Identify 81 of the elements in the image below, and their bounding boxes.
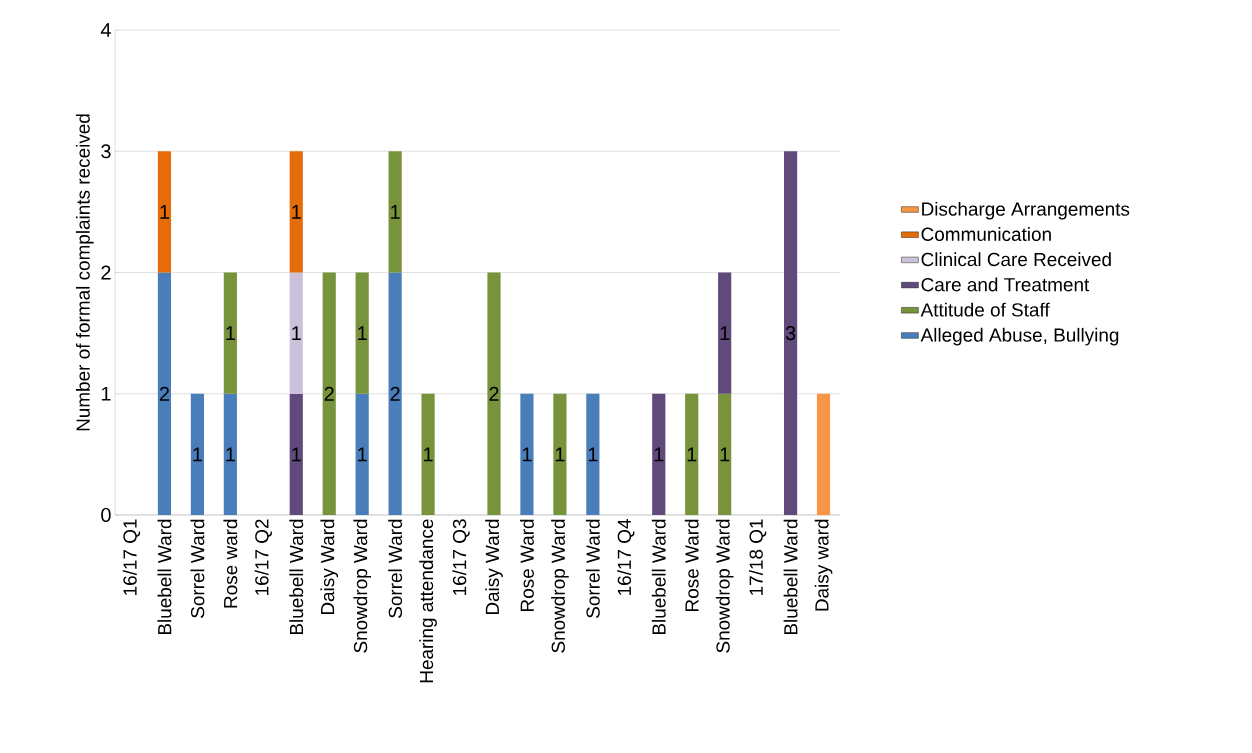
- bar: [223, 272, 237, 394]
- data-label: 1: [555, 447, 565, 462]
- data-label: 1: [160, 205, 170, 219]
- x-tick-label: Daisy Ward: [485, 519, 503, 615]
- x-tick-label: Rose ward: [223, 519, 238, 608]
- bar: [388, 151, 402, 273]
- data-label: 2: [159, 386, 169, 401]
- x-tick-label: Hearing attendance: [419, 519, 437, 683]
- bar: [652, 393, 666, 515]
- y-tick-label: 0: [101, 507, 111, 523]
- bar: [421, 393, 435, 515]
- x-tick-label: Bluebell Ward: [783, 519, 798, 635]
- bar: [289, 151, 303, 273]
- y-tick-label: 1: [101, 386, 111, 401]
- x-tick-label: Daisy ward: [814, 519, 833, 611]
- bar: [718, 393, 732, 515]
- data-label: 1: [522, 447, 532, 462]
- x-tick-label: Bluebell Ward: [651, 519, 666, 635]
- bar: [289, 393, 303, 515]
- x-tick-label: 17/18 Q1: [748, 519, 767, 595]
- x-tick-label: Sorrel Ward: [388, 519, 403, 618]
- x-tick-label: Bluebell Ward: [157, 519, 172, 635]
- x-tick-label: Snowdrop Ward: [353, 519, 371, 653]
- bar: [718, 272, 732, 394]
- bar: [223, 393, 237, 515]
- bar: [322, 272, 336, 515]
- x-tick-label: 16/17 Q1: [122, 519, 141, 595]
- data-label: 1: [687, 447, 697, 462]
- bar: [157, 272, 172, 515]
- bar: [388, 272, 402, 515]
- data-label: 1: [292, 205, 301, 219]
- x-tick-label: 16/17 Q2: [254, 519, 272, 595]
- data-label: 2: [489, 386, 499, 401]
- data-label: 1: [391, 205, 400, 219]
- bar: [783, 151, 798, 515]
- data-label: 1: [720, 447, 730, 462]
- bar: [685, 393, 699, 515]
- bar: [289, 272, 303, 394]
- x-tick-label: Daisy Ward: [320, 519, 339, 615]
- bar: [355, 272, 369, 394]
- x-tick-label: Bluebell Ward: [289, 519, 304, 635]
- x-tick-label: 16/17 Q3: [452, 519, 470, 595]
- x-tick-label: Sorrel Ward: [585, 519, 600, 618]
- bar: [816, 393, 831, 515]
- data-label: 1: [358, 326, 367, 340]
- bar: [586, 393, 600, 515]
- y-tick-label: 4: [100, 23, 111, 37]
- data-label: 1: [588, 447, 598, 462]
- y-tick-label: 2: [101, 265, 111, 280]
- y-axis-title: Number of formal complaints received: [75, 114, 94, 431]
- bar: [355, 393, 369, 515]
- bar: [553, 393, 567, 515]
- bar: [190, 393, 204, 515]
- data-label: 2: [390, 386, 400, 401]
- legend-label: Discharge Arrangements: [922, 201, 1130, 220]
- data-label: 1: [193, 447, 202, 462]
- data-label: 1: [292, 326, 301, 340]
- bar: [487, 272, 501, 515]
- data-label: 2: [324, 386, 334, 401]
- data-label: 1: [424, 447, 433, 462]
- legend-label: Care and Treatment: [921, 277, 1090, 292]
- bar: [520, 393, 534, 515]
- data-label: 1: [654, 447, 664, 462]
- x-tick-label: Rose Ward: [684, 519, 699, 611]
- legend-label: Alleged Abuse, Bullying: [920, 327, 1119, 346]
- legend-label: Clinical Care Received: [921, 252, 1111, 267]
- data-label: 1: [358, 447, 367, 462]
- data-label: 3: [785, 326, 796, 341]
- x-tick-label: Rose Ward: [519, 519, 534, 611]
- x-tick-label: Snowdrop Ward: [551, 519, 569, 653]
- x-tick-label: 16/17 Q4: [617, 519, 635, 595]
- data-label: 1: [720, 326, 730, 340]
- data-label: 1: [226, 447, 235, 462]
- data-label: 1: [226, 326, 235, 340]
- y-tick-label: 3: [101, 144, 111, 159]
- x-tick-label: Snowdrop Ward: [715, 519, 734, 653]
- legend-label: Attitude of Staff: [920, 302, 1050, 317]
- x-tick-label: Sorrel Ward: [190, 519, 205, 618]
- legend-label: Communication: [921, 227, 1051, 241]
- data-label: 1: [292, 447, 301, 462]
- bar: [157, 151, 172, 273]
